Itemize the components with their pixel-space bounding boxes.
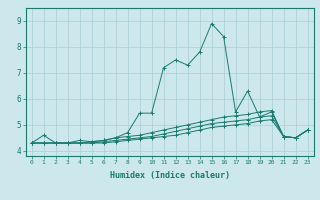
X-axis label: Humidex (Indice chaleur): Humidex (Indice chaleur) <box>109 171 230 180</box>
